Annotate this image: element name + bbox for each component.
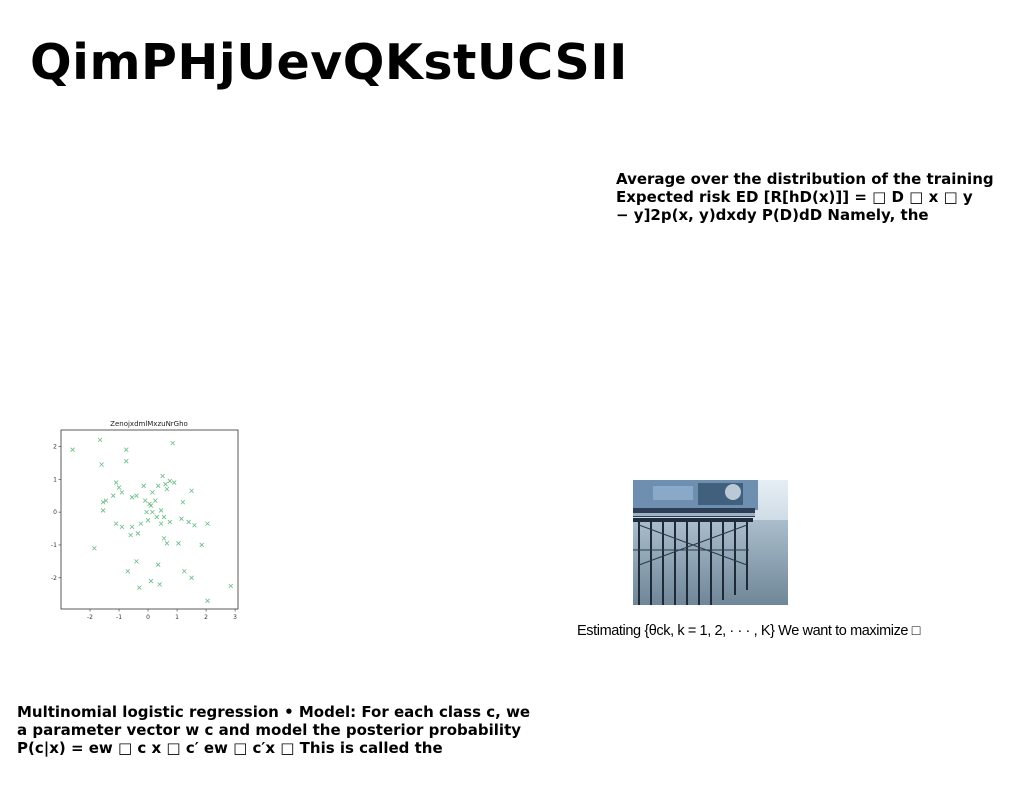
y-tick-label: 0 [53, 509, 57, 516]
data-point [147, 501, 152, 507]
data-point [100, 508, 106, 513]
data-point [192, 522, 197, 528]
data-point [148, 578, 154, 584]
data-point [186, 519, 191, 525]
axis-ticks: -2 -1 0 1 2 3 2 1 0 -1 -2 [51, 443, 237, 621]
data-point [116, 485, 122, 490]
pier-photo [633, 480, 788, 605]
data-point [158, 521, 164, 526]
x-tick-label: 3 [233, 614, 237, 621]
y-tick-label: 1 [53, 476, 57, 483]
data-point [164, 541, 170, 546]
slide-title: QimPHjUevQKstUCSII [30, 34, 628, 91]
logistic-regression-text: Multinomial logistic regression • Model:… [17, 703, 577, 757]
text-line: Average over the distribution of the tra… [616, 170, 994, 188]
data-point [160, 473, 165, 479]
data-point [119, 524, 125, 530]
y-tick-label: 2 [53, 443, 57, 450]
data-point [142, 498, 148, 503]
data-point [199, 542, 205, 548]
x-tick-label: 0 [146, 614, 150, 621]
data-point [97, 437, 103, 443]
data-point [179, 516, 184, 521]
data-point [161, 536, 167, 541]
expected-risk-text: Average over the distribution of the tra… [616, 170, 1016, 224]
data-point [145, 518, 151, 523]
data-point [153, 498, 158, 503]
scatter-chart: ZenojxdmlMxzuNrGho -2 -1 0 1 2 3 2 1 0 -1 -2 [51, 420, 239, 621]
data-point [161, 514, 167, 520]
data-point [205, 521, 210, 526]
data-point [138, 521, 144, 526]
data-point [167, 519, 173, 525]
data-point [141, 483, 146, 489]
data-point [157, 582, 162, 587]
data-point [144, 509, 149, 515]
data-point [176, 541, 181, 546]
data-point [124, 458, 129, 464]
data-point [205, 598, 210, 604]
data-point [129, 524, 135, 530]
data-point [92, 545, 97, 551]
data-point [113, 480, 119, 485]
x-tick-label: -1 [116, 614, 122, 621]
y-tick-label: -1 [51, 542, 57, 549]
text-line: − y]2p(x, y)dxdy P(D)dD Namely, the [616, 206, 929, 224]
data-point [100, 499, 106, 505]
data-point [182, 568, 187, 574]
data-point [154, 514, 160, 520]
text-line: a parameter vector w c and model the pos… [17, 721, 522, 739]
data-point [167, 478, 173, 484]
x-tick-label: -2 [87, 614, 93, 621]
data-point [134, 493, 139, 498]
data-point [125, 568, 131, 574]
data-point [180, 499, 186, 505]
data-point [103, 498, 109, 503]
data-point [189, 488, 194, 494]
data-points [70, 437, 234, 604]
data-point [70, 447, 75, 452]
x-tick-label: 1 [175, 614, 179, 621]
y-tick-label: -2 [51, 575, 57, 582]
data-point [150, 509, 155, 515]
data-point [189, 575, 194, 581]
data-point [163, 481, 168, 487]
data-point [135, 531, 141, 536]
data-point [155, 483, 161, 489]
data-point [164, 486, 170, 492]
data-point [119, 490, 125, 495]
data-point [129, 495, 135, 500]
data-point [150, 490, 155, 495]
data-point [170, 440, 175, 446]
text-line: Expected risk ED [R[hD(x)]] = □ D □ x □ … [616, 188, 973, 206]
chart-title: ZenojxdmlMxzuNrGho [110, 420, 188, 428]
text-line: Multinomial logistic regression • Model:… [17, 703, 531, 721]
data-point [171, 480, 177, 485]
data-point [155, 562, 161, 567]
x-tick-label: 2 [204, 614, 208, 621]
data-point [99, 462, 104, 467]
data-point [137, 585, 142, 590]
photo-caption: Estimating {θck, k = 1, 2, · · · , K} We… [577, 623, 921, 639]
data-point [128, 532, 133, 538]
data-point [124, 447, 129, 452]
text-line: P(c|x) = ew □ c x □ c′ ew □ c′x □ This i… [17, 739, 443, 757]
data-point [134, 559, 139, 564]
data-point [113, 521, 119, 526]
data-point [110, 493, 116, 498]
data-point [228, 583, 234, 589]
data-point [158, 508, 164, 513]
